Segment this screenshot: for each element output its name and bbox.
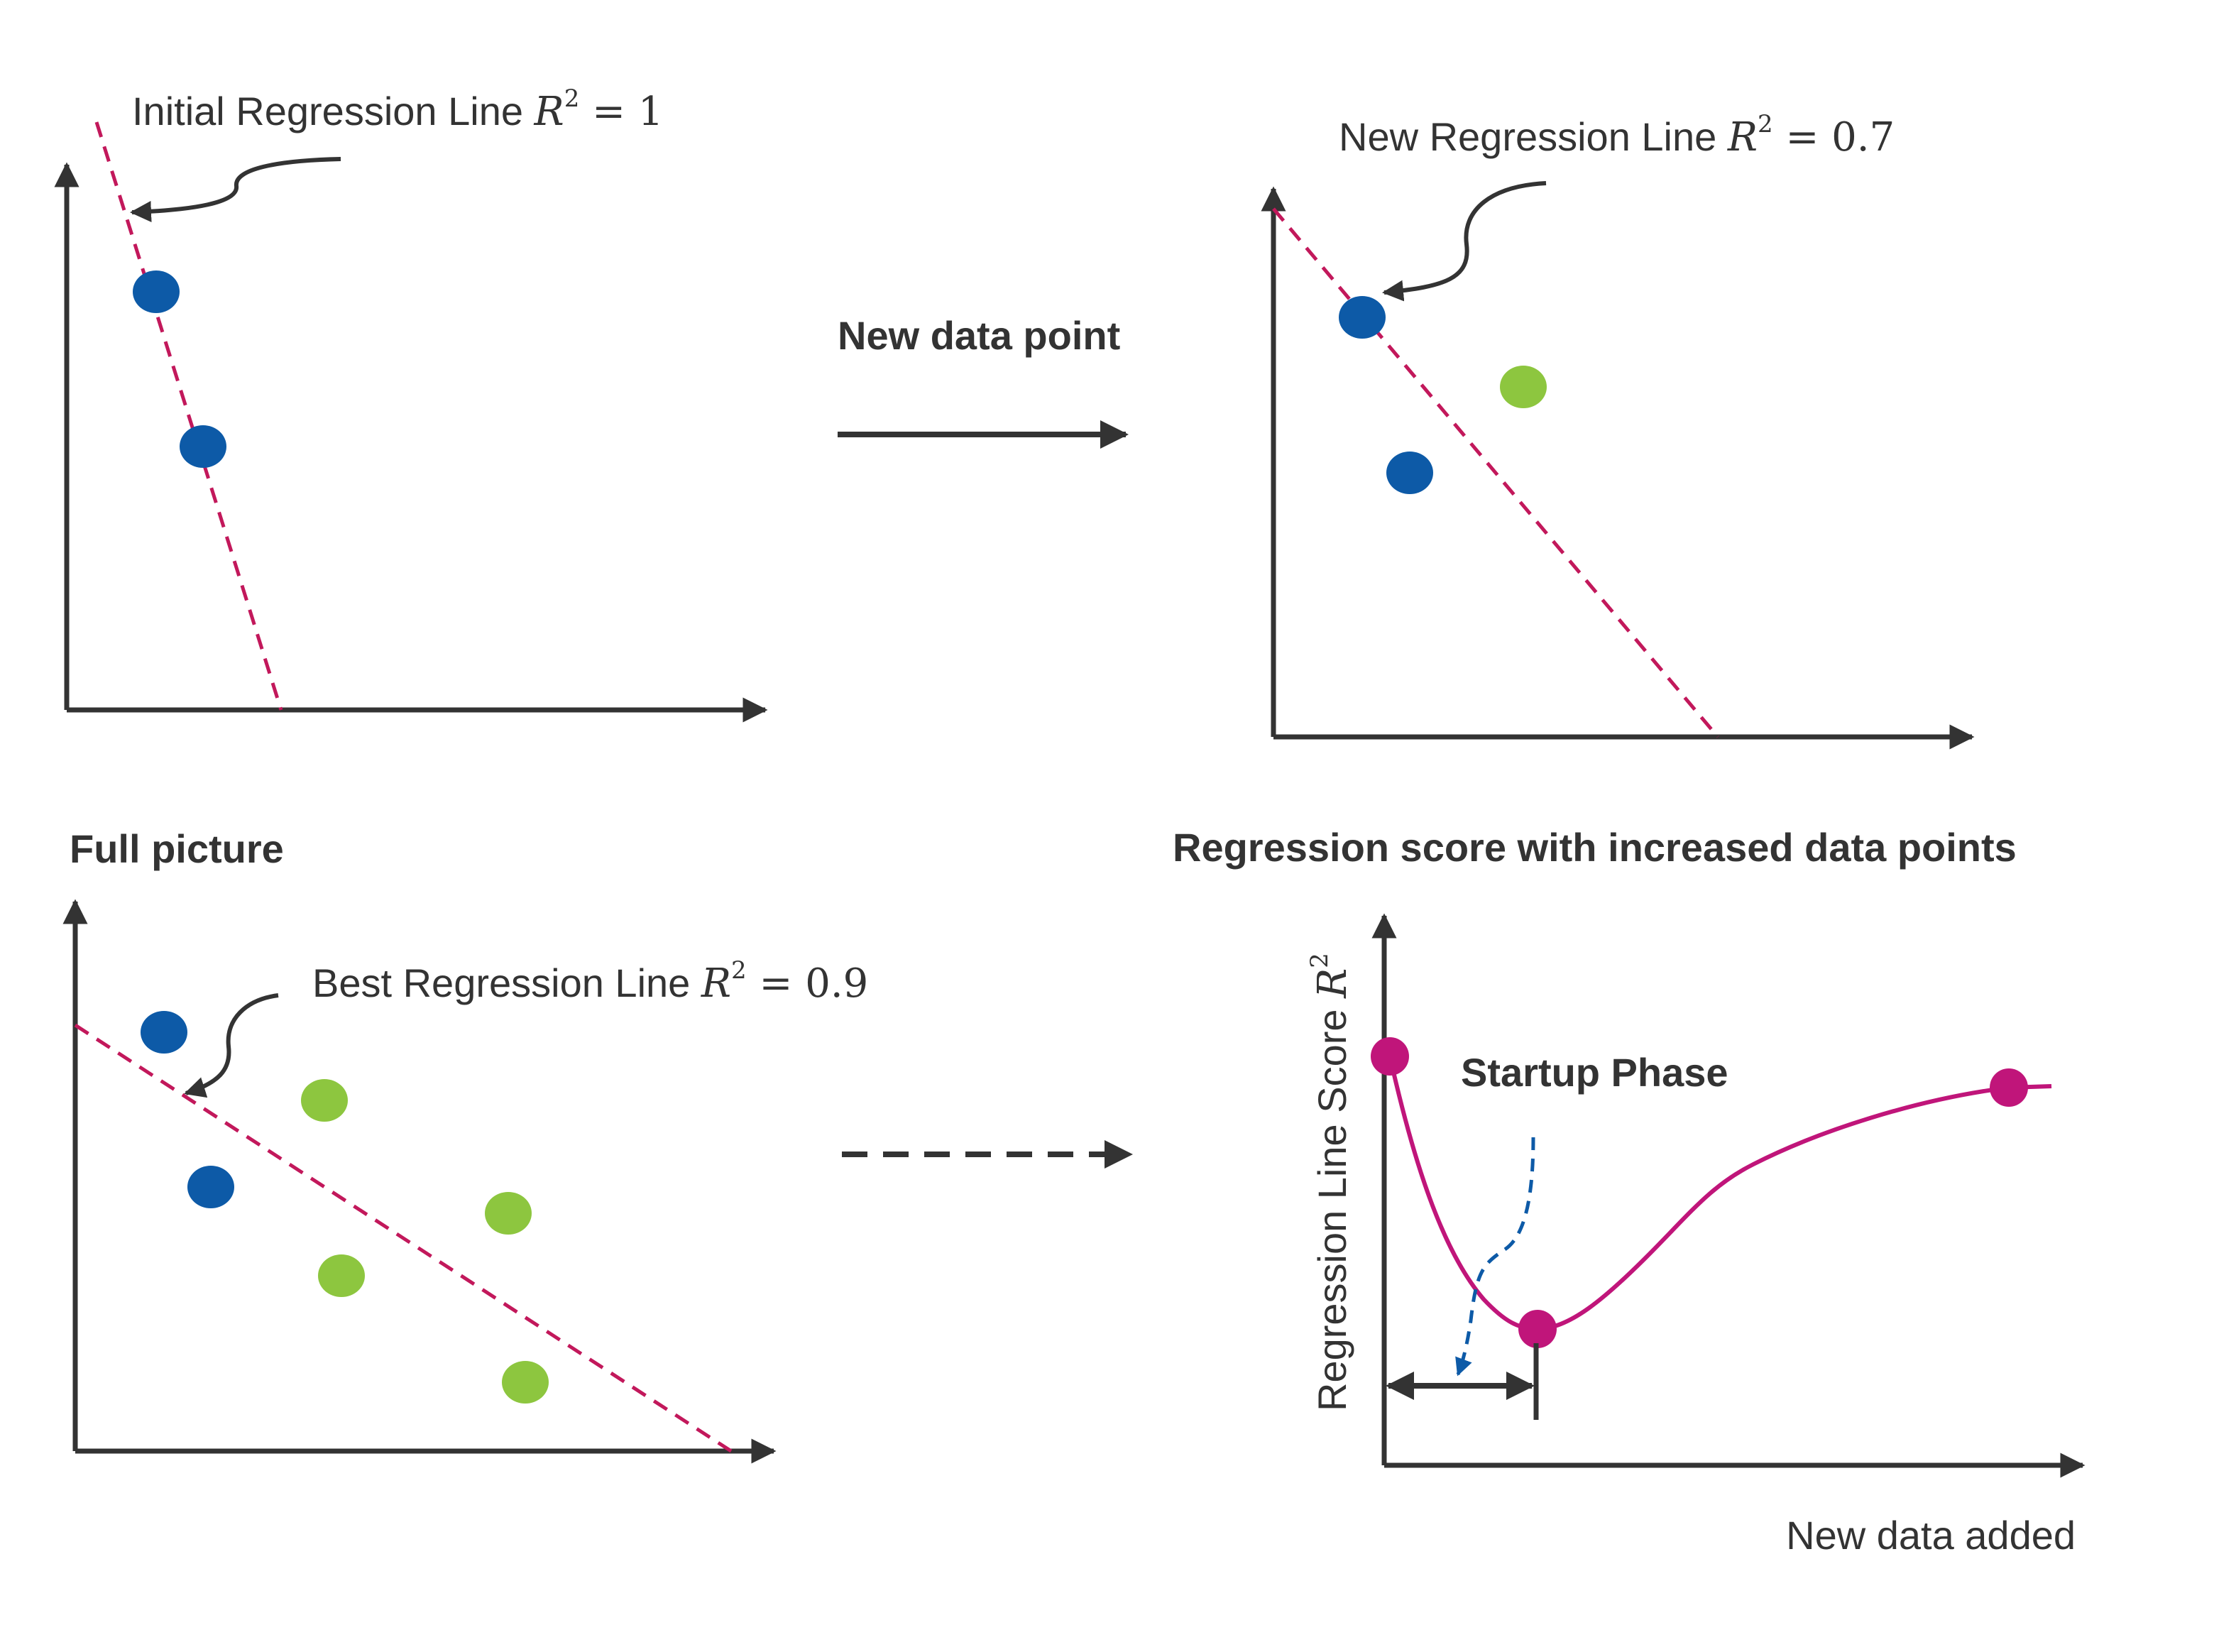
panel-score: Regression score with increased data poi…: [1173, 825, 2086, 1558]
panel-new-point-added: [1500, 366, 1547, 408]
panel-full-point-added: [301, 1079, 348, 1122]
panel-initial-label: Initial Regression Line R2 = 1: [132, 84, 664, 135]
score-point-min: [1518, 1310, 1557, 1348]
panel-full: Full picture Best Regression Line R2 = 0…: [62, 826, 868, 1464]
panel-initial-point: [180, 425, 226, 468]
panel-new-point: [1386, 452, 1433, 494]
panel-new-label: New Regression Line R2 = 0.7: [1339, 110, 1895, 160]
panel-score-heading: Regression score with increased data poi…: [1173, 825, 2017, 870]
startup-pointer-arrow: [1455, 1137, 1535, 1377]
curved-arrow-icon: [130, 157, 341, 223]
score-point-end: [1990, 1068, 2028, 1107]
curved-arrow-icon: [1382, 181, 1547, 302]
curved-arrow-icon: [184, 993, 279, 1098]
panel-initial-regression-line: [94, 121, 283, 711]
panel-score-x-label: New data added: [1786, 1513, 2076, 1558]
panel-full-heading: Full picture: [70, 826, 284, 871]
panel-full-label: Best Regression Line R2 = 0.9: [312, 956, 868, 1007]
panel-initial-point: [133, 270, 180, 313]
panel-new-point: [1339, 296, 1386, 339]
panel-new-regression-line: [1272, 207, 1719, 738]
startup-phase-label: Startup Phase: [1461, 1050, 1728, 1095]
panel-new: New Regression Line R2 = 0.7: [1261, 110, 1975, 750]
panel-full-point-added: [485, 1192, 532, 1235]
panel-initial: Initial Regression Line R2 = 1: [54, 84, 768, 723]
panel-full-point-added: [502, 1361, 549, 1404]
panel-score-y-label: Regression Line Score R2: [1305, 953, 1356, 1411]
panel-full-point: [187, 1166, 234, 1208]
panel-full-regression-line: [74, 1023, 733, 1453]
panel-full-point: [141, 1011, 187, 1054]
transition-new-point: New data point: [838, 313, 1129, 449]
panel-full-point-added: [318, 1254, 365, 1297]
new-data-point-label: New data point: [838, 313, 1120, 358]
score-curve: [1388, 1056, 2052, 1332]
score-point-start: [1371, 1037, 1409, 1076]
